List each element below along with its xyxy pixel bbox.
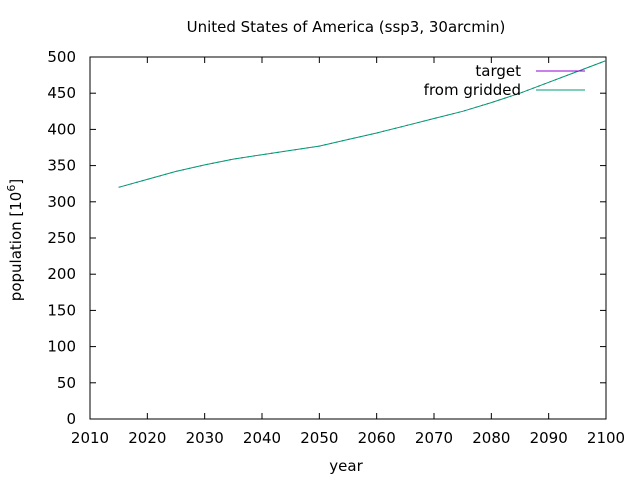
- y-tick-label: 500: [47, 48, 76, 66]
- x-axis-label: year: [329, 457, 363, 475]
- x-tick-label: 2030: [186, 429, 224, 447]
- y-axis-label-close: ]: [7, 179, 25, 185]
- y-axis-label-main: population [10: [7, 192, 25, 302]
- y-tick-label: 400: [47, 120, 76, 138]
- x-tick-label: 2100: [587, 429, 625, 447]
- legend: target from gridded: [424, 62, 585, 99]
- x-tick-label: 2020: [128, 429, 166, 447]
- x-tick-label: 2040: [243, 429, 281, 447]
- y-axis-label-exponent: 6: [5, 185, 18, 192]
- x-tick-label: 2050: [300, 429, 338, 447]
- y-tick-label: 350: [47, 157, 76, 175]
- x-tick-label: 2060: [358, 429, 396, 447]
- x-axis-ticks: 2010 2020 2030 2040 2050 2060 2070 2080 2090 2100: [71, 57, 625, 447]
- y-tick-label: 50: [57, 374, 76, 392]
- x-tick-label: 2070: [415, 429, 453, 447]
- legend-label-target: target: [475, 62, 521, 80]
- y-axis-label: population [106]: [5, 179, 25, 301]
- y-tick-label: 100: [47, 338, 76, 356]
- x-tick-label: 2090: [530, 429, 568, 447]
- plot-frame: [89, 56, 607, 420]
- y-tick-label: 200: [47, 265, 76, 283]
- y-tick-label: 300: [47, 193, 76, 211]
- chart-title: United States of America (ssp3, 30arcmin…: [187, 18, 506, 36]
- series-lines: [118, 60, 607, 188]
- y-tick-label: 250: [47, 229, 76, 247]
- y-tick-label: 450: [47, 84, 76, 102]
- y-tick-label: 0: [66, 410, 76, 428]
- legend-label-from-gridded: from gridded: [424, 81, 521, 99]
- y-axis-ticks: 0 50 100 150 200 250 300 350 400 450 500: [47, 48, 606, 428]
- series-line-from-gridded: [118, 60, 607, 188]
- x-tick-label: 2010: [71, 429, 109, 447]
- x-tick-label: 2080: [472, 429, 510, 447]
- y-tick-label: 150: [47, 301, 76, 319]
